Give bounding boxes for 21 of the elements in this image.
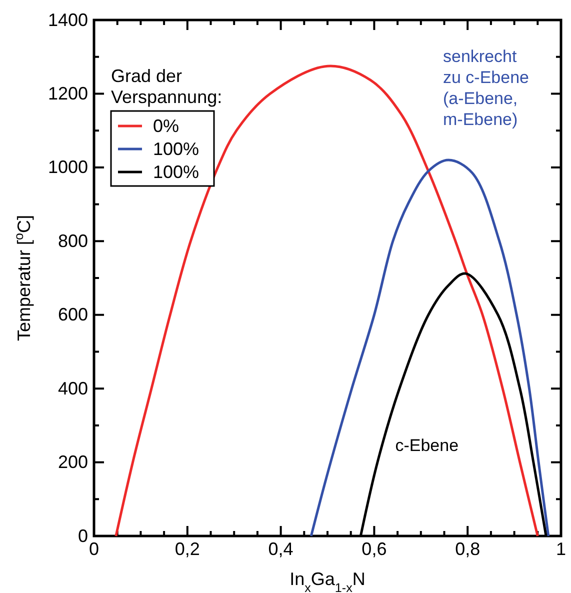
y-tick-label: 800 (58, 230, 88, 251)
x-tick-label: 1 (556, 538, 566, 559)
x-axis-title: In$_{x}$Ga$_{1-x}$N (290, 569, 366, 593)
legend-label: 0% (153, 116, 180, 136)
legend-title: Grad der Verspannung: (111, 66, 222, 107)
y-tick-label: 1200 (48, 83, 88, 104)
y-tick-label: 1000 (48, 157, 88, 178)
y-tick-label: 200 (58, 452, 88, 472)
line-series (310, 158, 550, 538)
x-tick-label: 0,8 (455, 538, 480, 559)
annotation: senkrecht zu c-Ebene (a-Ebene, m-Ebene) (443, 47, 529, 129)
y-tick-label: 600 (58, 304, 88, 325)
annotation: c-Ebene (395, 436, 459, 455)
legend-label: 100% (153, 139, 200, 159)
y-tick-label: 400 (58, 378, 88, 398)
legend-label: 100% (153, 162, 200, 182)
y-tick-label: 1400 (48, 10, 88, 30)
x-tick-label: 0,6 (362, 538, 387, 559)
x-tick-label: 0,2 (174, 538, 200, 559)
y-tick-label: 0 (78, 526, 88, 546)
x-tick-label: 0,4 (268, 538, 294, 559)
